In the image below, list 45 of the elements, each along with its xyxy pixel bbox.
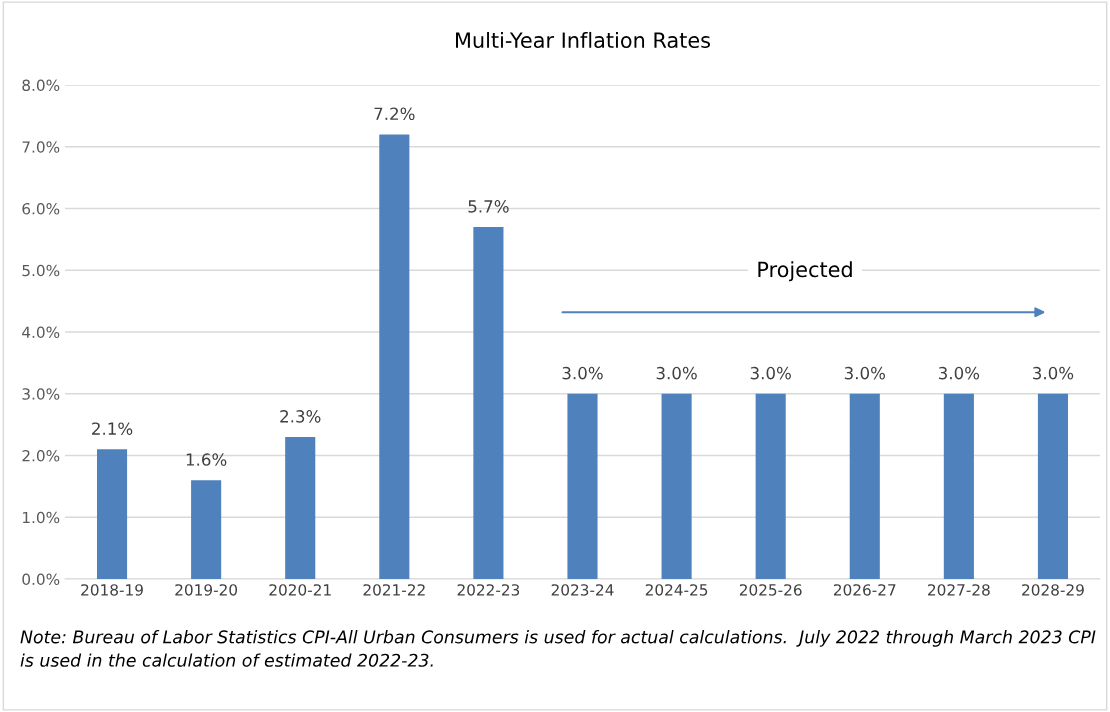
- x-tick-label: 2026-27: [833, 584, 896, 596]
- data-label: 3.0%: [750, 366, 791, 380]
- bar: [379, 134, 410, 579]
- bar: [943, 393, 974, 579]
- y-tick-label: 2.0%: [22, 449, 60, 462]
- bar: [96, 449, 128, 579]
- bar: [1037, 393, 1069, 579]
- y-tick-label: 1.0%: [23, 511, 60, 524]
- x-tick-label: 2021-22: [363, 584, 425, 596]
- x-tick-label: 2022-23: [457, 584, 520, 596]
- bar: [849, 393, 880, 579]
- bar: [661, 393, 692, 579]
- data-label: 2.3%: [280, 410, 321, 423]
- x-tick-label: 2025-26: [739, 584, 802, 596]
- bar: [755, 393, 786, 579]
- y-tick-label: 7.0%: [22, 141, 60, 153]
- y-tick-label: 8.0%: [22, 79, 60, 92]
- y-tick-label: 3.0%: [22, 388, 60, 400]
- y-tick-label: 4.0%: [22, 326, 60, 339]
- y-tick-label: 0.0%: [22, 573, 60, 586]
- bar: [191, 480, 222, 579]
- data-label: 3.0%: [562, 366, 603, 380]
- x-tick-label: 2027-28: [928, 584, 990, 596]
- bar: [473, 227, 504, 579]
- data-label: 3.0%: [656, 366, 697, 380]
- data-label: 3.0%: [844, 366, 886, 380]
- data-label: 2.1%: [92, 422, 133, 435]
- chart-title: Multi-Year Inflation Rates: [456, 31, 711, 49]
- x-tick-label: 2020-21: [269, 584, 331, 596]
- y-tick-label: 6.0%: [22, 202, 60, 215]
- data-label: 5.7%: [468, 200, 509, 213]
- text: Note: Bureau of Labor Statistics CPI-All Urban Consumers is used for actual calculations. July 2022 through March 2023 CPI is used in the calculation of estimated 2022-23.: [20, 630, 1096, 667]
- x-tick-label: 2023-24: [551, 584, 614, 596]
- bar: [285, 436, 316, 579]
- annotation: Projected: [758, 261, 852, 282]
- data-label: 3.0%: [1033, 366, 1074, 380]
- y-tick-label: 5.0%: [22, 264, 60, 277]
- data-label: 1.6%: [186, 453, 227, 466]
- x-tick-label: 2019-20: [175, 584, 238, 596]
- x-tick-label: 2028-29: [1022, 584, 1084, 596]
- x-tick-label: 2024-25: [645, 584, 708, 596]
- data-label: 7.2%: [374, 107, 415, 121]
- data-label: 3.0%: [938, 366, 980, 380]
- x-tick-label: 2018-19: [81, 584, 143, 596]
- bar: [567, 393, 598, 579]
